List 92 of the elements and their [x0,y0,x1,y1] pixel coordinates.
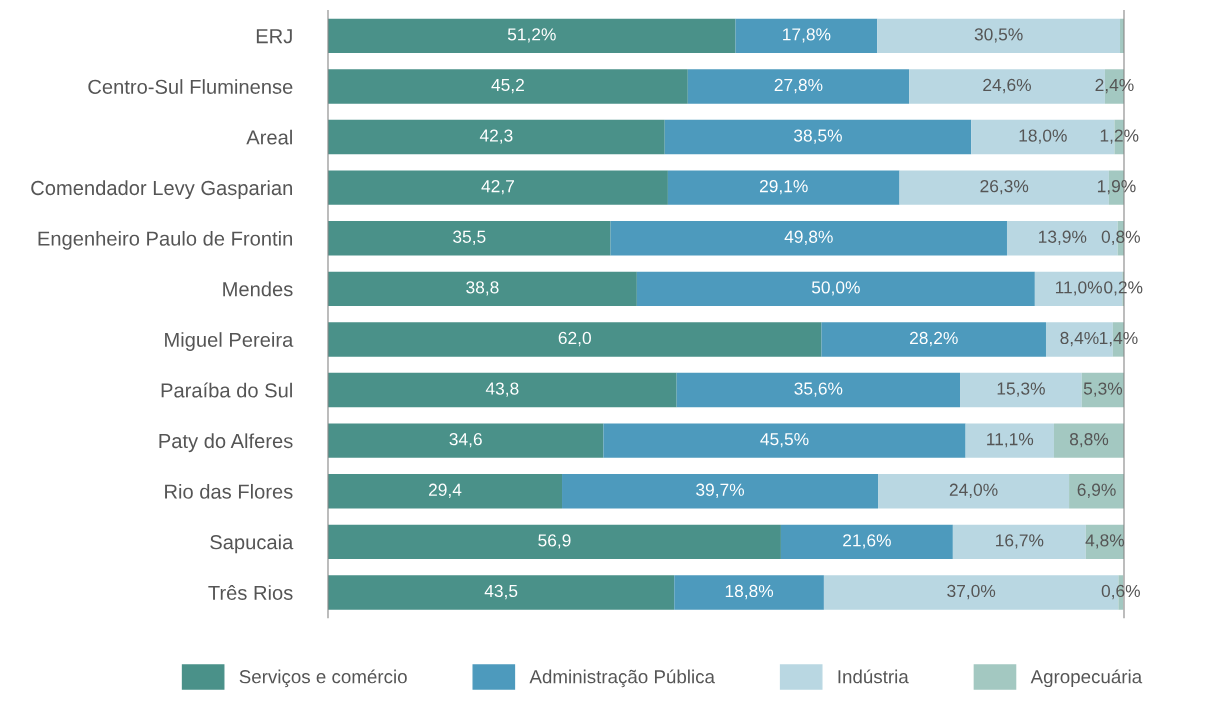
bar [562,474,879,509]
bar [821,322,1046,357]
bar [603,423,966,458]
bar [636,271,1035,307]
y-tick-label: Comendador Levy Gasparian [31,180,292,200]
data-label: 17,8% [783,28,831,43]
bar [965,423,1054,458]
y-tick-label: Miguel Pereira [165,332,294,351]
y-tick-label: Rio das Flores [165,483,293,499]
data-label: 18,8% [725,584,774,600]
data-label: 24,0% [949,483,998,498]
data-label: 6,9% [1077,483,1116,498]
bar [780,524,953,560]
bar [328,372,677,408]
bar [328,18,736,54]
bar [328,474,563,509]
data-label: 42,3 [479,129,513,144]
data-label: 29,4 [428,483,462,498]
bar [328,423,604,458]
data-label: 5,3% [1083,382,1123,397]
bar [328,170,668,205]
bar [328,575,675,610]
y-tick-label: Mendes [223,281,293,297]
y-tick-label: Areal [246,129,292,145]
data-label: 45,5% [760,433,809,448]
bar [877,18,1121,54]
y-tick-label: Engenheiro Paulo de Frontin [38,230,292,250]
bar [328,524,781,560]
bar [676,372,961,408]
data-label: 38,8 [466,281,499,296]
bar [960,372,1082,408]
bar [664,119,972,155]
data-label: 28,2% [910,331,958,347]
data-label: 27,8% [774,78,823,94]
data-label: 62,0 [558,331,591,347]
data-label: 1,2% [1100,129,1139,144]
data-label: 38,5% [793,129,842,144]
bar [328,221,611,256]
y-tick-label: Paraíba do Sul [161,382,292,398]
data-label: 45,2 [491,78,524,94]
data-label: 15,3% [997,382,1045,397]
data-label: 0,6% [1101,584,1140,600]
data-label: 11,0% [1055,281,1102,296]
data-label: 13,9% [1039,230,1087,245]
data-label: 24,6% [983,78,1031,94]
bar [687,69,910,104]
data-label: 1,4% [1099,331,1138,347]
legend-label: Indústria [838,669,909,684]
data-label: 18,0% [1019,129,1067,144]
y-tick-label: Centro-Sul Fluminense [88,79,293,94]
data-label: 1,9% [1097,180,1136,195]
data-label: 37,0% [947,584,996,600]
bar [610,221,1007,256]
bar [952,524,1086,560]
legend-label: Agropecuária [1030,669,1143,688]
data-label: 35,6% [794,382,843,397]
data-label: 43,5 [484,584,518,600]
data-label: 8,8% [1069,433,1109,448]
bar [735,18,878,54]
bar [328,119,665,155]
bar [667,170,900,205]
bar [328,69,688,104]
data-label: 30,5% [974,28,1023,43]
data-label: 16,7% [996,534,1044,549]
data-label: 4,8% [1085,534,1125,549]
y-tick-label: Sapucaia [210,534,294,554]
bar [328,271,637,307]
bar [674,575,824,610]
data-label: 21,6% [843,534,891,549]
data-label: 11,1% [987,433,1034,448]
legend-label: Serviços e comércio [239,669,407,688]
bar [328,322,822,357]
data-label: 0,8% [1101,230,1140,245]
data-label: 43,8 [485,382,519,397]
data-label: 49,8% [784,230,833,245]
data-label: 8,4% [1060,331,1099,347]
y-tick-label: Paty do Alferes [159,433,293,453]
data-label: 0,2% [1104,281,1143,296]
legend-label: Administração Pública [529,669,715,688]
y-tick-label: Três Rios [208,585,293,600]
data-label: 26,3% [980,180,1029,195]
data-label: 34,6 [449,433,482,448]
data-label: 29,1% [759,180,808,195]
data-label: 42,7 [481,180,514,195]
data-label: 51,2% [507,28,556,43]
data-label: 39,7% [696,483,745,498]
bar [1053,423,1124,458]
data-label: 56,9 [538,534,571,549]
data-label: 35,5 [453,230,486,245]
bar [878,474,1070,509]
y-tick-label: ERJ [256,29,292,44]
data-label: 50,0% [811,281,860,296]
